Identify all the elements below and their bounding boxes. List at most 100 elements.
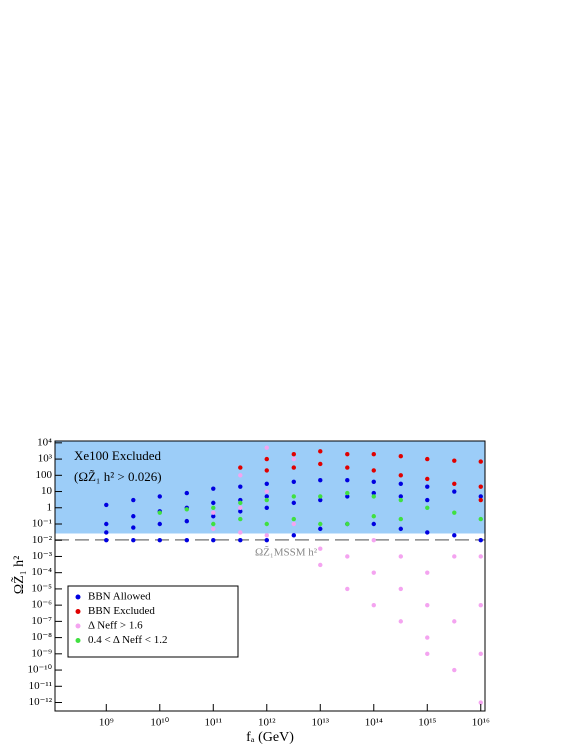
y-tick-label: 10⁻⁵ [31,582,52,594]
point [371,451,376,457]
point [425,570,430,575]
point [425,505,430,510]
point [345,554,350,559]
x-tick-label: 10¹¹ [204,717,222,729]
point [211,526,216,532]
point [238,505,243,510]
point [345,490,350,496]
point [452,510,457,515]
point [238,500,243,506]
point [211,514,216,519]
point [371,538,376,543]
point [452,458,457,463]
point [264,494,269,499]
point [264,468,269,473]
point [131,514,136,519]
point [264,505,269,510]
point [398,586,403,592]
excluded-region [55,441,485,534]
point [478,651,483,657]
point [452,533,457,538]
point [211,521,216,527]
point [425,635,430,640]
y-tick-label: 10⁴ [37,436,52,448]
point [264,521,269,527]
point [371,570,376,575]
point [238,516,243,522]
point [318,526,323,532]
point [104,530,109,535]
point [184,507,190,512]
point [131,497,136,503]
point [211,510,216,515]
y-tick-label: 10⁻³ [32,550,53,562]
x-tick-label: 10¹⁰ [150,717,169,729]
point [345,477,350,483]
point [238,509,243,514]
point [398,516,403,522]
point [371,494,376,499]
point [371,602,376,608]
y-tick-label: 10⁻¹ [32,518,52,530]
point [478,494,483,499]
x-axis-label: fₐ (GeV) [246,730,294,745]
y-tick-label: 10³ [38,453,53,465]
region-label: Xe100 Excluded [74,448,162,463]
point [478,516,483,522]
point [478,459,483,464]
legend-marker [75,623,81,629]
y-axis-label: ΩZ̃₁ h² [10,556,27,595]
y-tick-label: 10⁻⁴ [31,566,52,578]
point [371,490,376,496]
point [104,502,109,508]
point [398,497,403,503]
point [318,546,323,551]
y-tick-label: 10⁻² [32,534,53,546]
point [371,479,376,484]
point [184,518,190,524]
point [452,489,457,494]
point [318,497,323,503]
point [291,479,296,484]
point [478,538,483,543]
point [264,489,269,494]
point [345,521,350,527]
point [398,554,403,559]
point [238,465,243,470]
point [318,521,323,527]
point [291,456,296,462]
point [398,526,403,532]
point [452,667,457,673]
point [104,521,109,527]
point [157,494,162,499]
point [291,516,296,522]
point [211,538,216,543]
point [291,494,296,499]
legend-marker [75,638,81,643]
point [398,454,403,459]
point [291,521,296,527]
point [345,586,350,592]
x-tick-label: 10¹⁶ [472,717,490,729]
point [318,461,323,467]
x-tick-label: 10¹⁵ [418,717,436,729]
point [452,619,457,624]
point [211,486,216,491]
region-condition: (ΩZ̃₁ h² > 0.026) [74,469,162,484]
point [157,538,162,543]
point [398,473,403,478]
y-tick-label: 100 [36,469,53,481]
point [452,554,457,559]
x-tick-label: 10⁹ [99,717,114,729]
point [345,465,350,470]
y-tick-label: 10 [41,485,53,497]
point [238,473,243,478]
point [184,490,190,496]
point [425,530,430,535]
point [478,700,483,705]
legend-label: Δ Neff > 1.6 [88,620,143,632]
point [398,619,403,624]
point [425,602,430,608]
point [371,468,376,473]
